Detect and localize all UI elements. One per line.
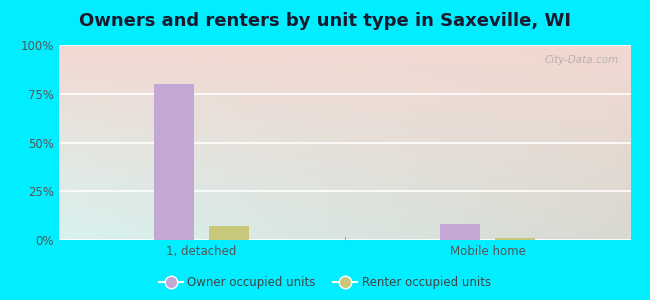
Bar bbox=[154, 84, 194, 240]
Text: City-Data.com: City-Data.com bbox=[545, 55, 619, 65]
Bar bbox=[440, 224, 480, 240]
Bar bbox=[495, 238, 535, 240]
Bar bbox=[209, 226, 249, 240]
Text: Owners and renters by unit type in Saxeville, WI: Owners and renters by unit type in Saxev… bbox=[79, 12, 571, 30]
Legend: Owner occupied units, Renter occupied units: Owner occupied units, Renter occupied un… bbox=[154, 272, 496, 294]
